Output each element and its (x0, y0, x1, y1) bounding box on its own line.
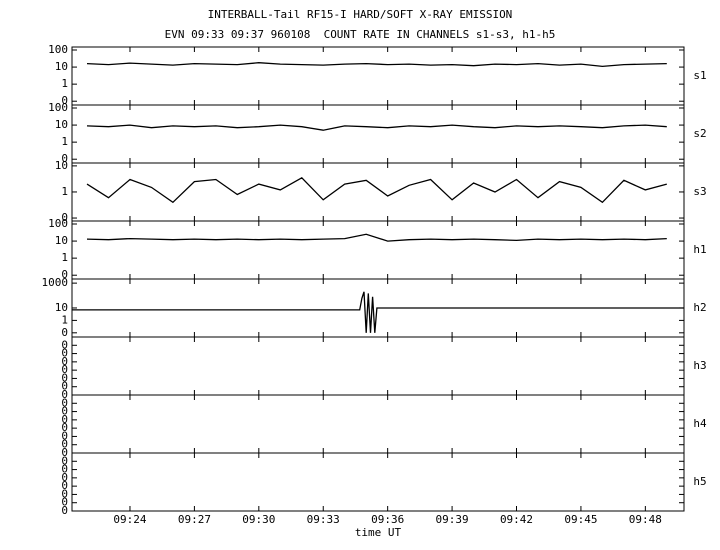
y-tick-label: 0 (61, 454, 68, 467)
y-tick-label: 0 (61, 94, 68, 107)
x-tick-label: 09:30 (242, 513, 275, 526)
data-line (72, 291, 684, 333)
y-tick-label: 100 (48, 43, 68, 56)
y-tick-label: 0 (61, 371, 68, 384)
x-tick-label: 09:36 (371, 513, 404, 526)
y-tick-label: 0 (61, 268, 68, 281)
y-tick-label: 0 (61, 396, 68, 409)
y-tick-label: 0 (61, 421, 68, 434)
y-tick-label: 0 (61, 338, 68, 351)
y-tick-label: 0 (61, 438, 68, 451)
y-tick-label: 1 (61, 77, 68, 90)
y-tick-label: 0 (61, 405, 68, 418)
panel-frame (71, 452, 685, 512)
y-tick-label: 0 (61, 429, 68, 442)
data-line (86, 124, 667, 131)
channel-label: h3 (693, 359, 706, 372)
channel-label: s3 (693, 185, 706, 198)
y-tick-label: 10 (55, 301, 68, 314)
y-tick-label: 10 (55, 234, 68, 247)
x-tick-label: 09:42 (500, 513, 533, 526)
y-tick-label: 10 (55, 159, 68, 172)
y-tick-label: 1 (61, 185, 68, 198)
channel-label: s2 (693, 127, 706, 140)
y-tick-label: 0 (61, 347, 68, 360)
x-tick-label: 09:39 (436, 513, 469, 526)
y-tick-label: 0 (61, 388, 68, 401)
data-line (86, 62, 667, 68)
x-tick-label: 09:33 (307, 513, 340, 526)
chart-subtitle: EVN 09:33 09:37 960108 COUNT RATE IN CHA… (165, 28, 556, 41)
y-tick-label: 0 (61, 413, 68, 426)
y-tick-label: 10 (55, 118, 68, 131)
y-tick-label: 0 (61, 152, 68, 165)
x-tick-label: 09:48 (629, 513, 662, 526)
channel-label: h1 (693, 243, 706, 256)
y-tick-label: 0 (61, 504, 68, 517)
channel-label: h2 (693, 301, 706, 314)
x-tick-label: 09:27 (178, 513, 211, 526)
y-tick-label: 0 (61, 355, 68, 368)
y-tick-label: 0 (61, 380, 68, 393)
y-tick-label: 100 (48, 217, 68, 230)
y-tick-label: 10 (55, 60, 68, 73)
y-tick-label: 0 (61, 471, 68, 484)
y-tick-label: 1000 (42, 276, 69, 289)
y-tick-label: 0 (61, 211, 68, 224)
y-tick-label: 0 (61, 363, 68, 376)
y-tick-label: 0 (61, 446, 68, 459)
y-tick-label: 0 (61, 326, 68, 339)
y-tick-label: 0 (61, 463, 68, 476)
y-tick-label: 1 (61, 251, 68, 264)
y-tick-label: 0 (61, 487, 68, 500)
y-tick-label: 1 (61, 135, 68, 148)
chart-title: INTERBALL-Tail RF15-I HARD/SOFT X-RAY EM… (208, 8, 513, 21)
x-axis-label: time UT (355, 526, 402, 539)
x-tick-label: 09:45 (564, 513, 597, 526)
data-line (86, 176, 667, 204)
channel-label: s1 (693, 69, 706, 82)
data-line (86, 233, 667, 242)
y-tick-label: 100 (48, 101, 68, 114)
y-tick-label: 1 (61, 313, 68, 326)
y-tick-label: 0 (61, 479, 68, 492)
x-tick-label: 09:24 (113, 513, 146, 526)
y-tick-label: 0 (61, 496, 68, 509)
channel-label: h4 (693, 417, 707, 430)
channel-label: h5 (693, 475, 706, 488)
